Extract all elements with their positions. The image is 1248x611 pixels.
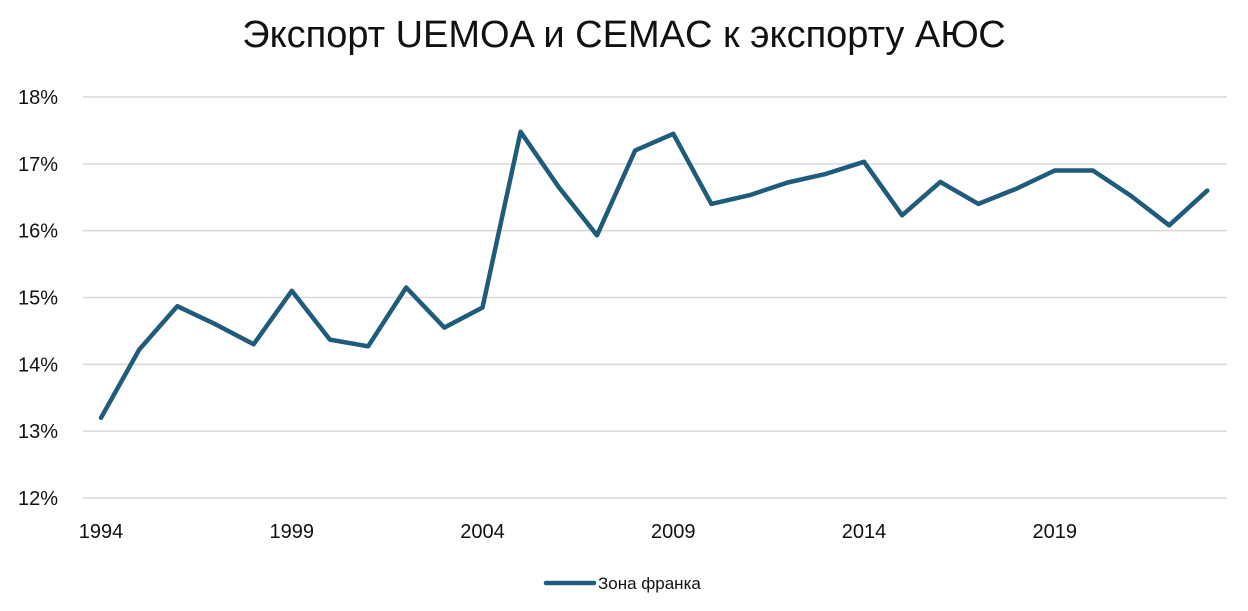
y-tick-label: 12% <box>18 488 58 510</box>
y-tick-label: 17% <box>18 154 58 176</box>
series-line <box>98 129 1210 421</box>
legend-label: Зона франка <box>598 574 701 593</box>
x-tick-label: 2004 <box>460 521 505 543</box>
x-tick-label: 2019 <box>1033 521 1078 543</box>
chart-title: Экспорт UEMOA и CEMAC к экспорту АЮС <box>242 14 1006 56</box>
y-tick-label: 18% <box>18 87 58 109</box>
x-tick-label: 2014 <box>842 521 887 543</box>
x-tick-label: 2009 <box>651 521 696 543</box>
y-tick-label: 13% <box>18 421 58 443</box>
x-tick-label: 1999 <box>270 521 315 543</box>
y-tick-label: 15% <box>18 288 58 310</box>
y-tick-label: 14% <box>18 354 58 376</box>
x-tick-label: 1994 <box>79 521 124 543</box>
y-tick-label: 16% <box>18 221 58 243</box>
